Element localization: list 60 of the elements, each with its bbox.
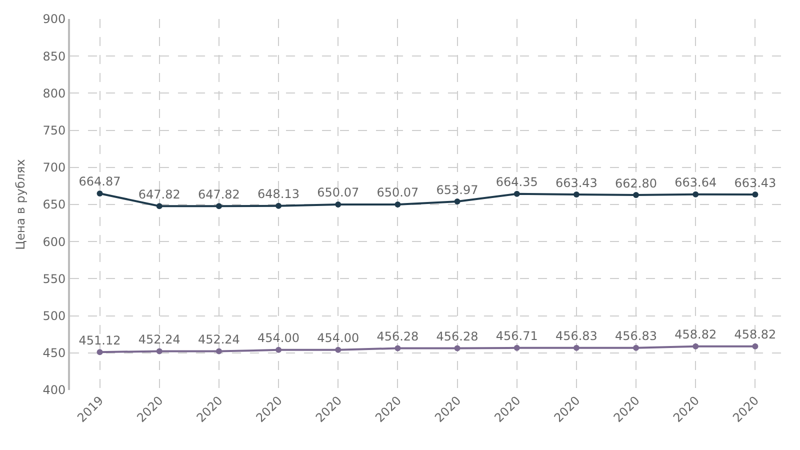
point (216, 348, 222, 354)
text: 663.64 (674, 176, 717, 190)
text: 647.82 (138, 187, 180, 202)
text: 454.00 (317, 331, 360, 346)
point (96, 190, 103, 196)
point (514, 190, 520, 197)
text: 456.83 (555, 329, 598, 344)
point (96, 349, 103, 356)
y-axis-title: Цена в рублях (13, 159, 28, 250)
text: 650.07 (317, 186, 360, 200)
y-tick-label: 800 (42, 86, 66, 100)
y-tick-label: 750 (42, 124, 66, 138)
text: 663.43 (555, 176, 598, 190)
text: 451.12 (78, 333, 121, 348)
point (335, 201, 342, 208)
point (573, 344, 580, 351)
y-tick-label: 900 (42, 12, 66, 26)
point (335, 346, 342, 353)
text: 458.82 (674, 328, 717, 342)
y-tick-label: 650 (42, 198, 66, 212)
point (156, 348, 162, 354)
text: 653.97 (436, 182, 478, 197)
y-tick-label: 850 (42, 49, 66, 64)
point (633, 192, 640, 198)
text: 456.71 (496, 329, 538, 344)
point (633, 344, 640, 351)
point (454, 345, 460, 352)
point (454, 198, 460, 205)
y-tick-label: 700 (42, 160, 66, 175)
point (692, 343, 699, 350)
point (276, 346, 282, 353)
point (692, 191, 699, 198)
point (514, 344, 520, 351)
text: 662.80 (615, 176, 658, 190)
y-tick-label: 450 (42, 346, 66, 360)
y-tick-label: 550 (42, 272, 66, 286)
text: 663.43 (734, 176, 776, 190)
point (394, 345, 401, 352)
y-tick-label: 500 (42, 309, 66, 323)
point (394, 201, 401, 208)
point (216, 203, 222, 210)
text: 647.82 (198, 187, 240, 202)
text: 456.83 (615, 329, 658, 344)
text: 664.87 (78, 174, 121, 189)
point (752, 192, 758, 198)
text: 452.24 (138, 332, 180, 346)
text: 648.13 (258, 187, 300, 202)
text: 458.82 (734, 328, 776, 342)
point (156, 203, 162, 210)
point (752, 343, 758, 350)
text: 650.07 (376, 186, 419, 200)
text: 664.35 (496, 175, 538, 190)
text: 452.24 (198, 332, 240, 346)
y-tick-label: 600 (42, 234, 66, 249)
point (573, 192, 580, 198)
y-tick-label: 400 (42, 383, 66, 398)
text: 454.00 (258, 331, 300, 346)
text: 456.28 (376, 329, 419, 344)
text: 456.28 (436, 329, 478, 344)
point (276, 202, 282, 209)
